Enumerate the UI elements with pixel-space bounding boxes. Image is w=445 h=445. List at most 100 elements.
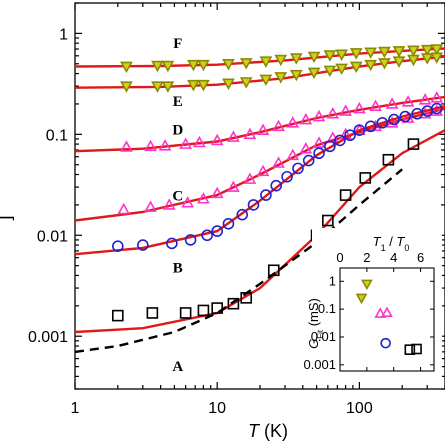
data-point-A bbox=[322, 214, 334, 227]
data-point-D bbox=[179, 137, 193, 149]
data-point-E bbox=[197, 79, 210, 92]
curve-label-C: C bbox=[172, 189, 183, 205]
inset-x-title-b: T bbox=[396, 234, 405, 249]
inset-x-title: T1 / T0 bbox=[373, 234, 410, 253]
data-point-F bbox=[197, 59, 210, 72]
inset-data-point bbox=[404, 344, 416, 355]
data-point-E bbox=[120, 81, 133, 93]
data-point-B bbox=[430, 102, 443, 115]
data-point-A bbox=[227, 297, 240, 310]
data-point-A bbox=[112, 309, 124, 322]
data-point-D bbox=[430, 91, 444, 103]
data-point-E bbox=[289, 69, 303, 82]
data-point-C bbox=[197, 192, 210, 204]
data-point-B bbox=[324, 140, 336, 153]
x-tick-label: 1 bbox=[71, 400, 80, 417]
inset-y-tick-label: 0.1 bbox=[318, 301, 336, 316]
data-point-D bbox=[339, 104, 352, 116]
inset-y-tick-label: 1 bbox=[329, 273, 336, 288]
data-point-F bbox=[407, 45, 420, 57]
data-point-D bbox=[353, 101, 366, 114]
data-point-B bbox=[334, 134, 346, 147]
x-axis-title-var: T bbox=[248, 421, 261, 441]
data-point-C bbox=[144, 200, 157, 212]
data-point-E bbox=[187, 79, 200, 92]
data-point-D bbox=[243, 127, 257, 140]
data-point-B bbox=[137, 239, 149, 251]
data-point-A bbox=[211, 302, 223, 314]
inset-y-tick-label: 0.01 bbox=[311, 329, 336, 344]
data-point-A bbox=[240, 292, 253, 304]
data-point-B bbox=[112, 240, 124, 252]
data-point-D bbox=[418, 93, 432, 105]
series-A bbox=[75, 129, 445, 354]
main-plot-area bbox=[75, 44, 445, 354]
fit-curve-B bbox=[75, 105, 445, 256]
data-point-E bbox=[161, 81, 175, 93]
inset-frame bbox=[339, 267, 435, 372]
data-point-E bbox=[323, 65, 337, 78]
data-point-E bbox=[407, 54, 420, 67]
data-point-E bbox=[420, 53, 434, 65]
x-axis-title: T (K) bbox=[248, 421, 288, 441]
inset-y-tick-label: 0.001 bbox=[303, 357, 336, 372]
data-point-B bbox=[184, 234, 197, 246]
inset-y-title: GFit (mS) bbox=[306, 298, 325, 349]
data-point-B bbox=[201, 229, 213, 242]
data-point-B bbox=[302, 154, 315, 167]
data-point-B bbox=[388, 113, 400, 126]
data-point-B bbox=[270, 179, 283, 192]
curve-label-F: F bbox=[173, 36, 182, 52]
data-point-F bbox=[430, 44, 444, 56]
data-point-C bbox=[210, 186, 224, 199]
data-point-D bbox=[401, 95, 415, 107]
inset-y-title-sub: Fit bbox=[316, 329, 325, 339]
data-point-C bbox=[286, 148, 300, 161]
curve-label-D: D bbox=[172, 122, 183, 138]
x-axis-title-unit: (K) bbox=[259, 421, 288, 441]
data-point-C bbox=[272, 156, 285, 168]
data-point-F bbox=[274, 54, 288, 67]
data-point-A bbox=[382, 153, 395, 166]
data-point-F bbox=[120, 61, 133, 74]
data-point-D bbox=[299, 112, 313, 125]
data-point-A bbox=[179, 307, 192, 319]
data-point-C bbox=[299, 142, 313, 154]
data-point-C bbox=[312, 136, 326, 148]
data-point-C bbox=[117, 202, 131, 215]
inset-data-point bbox=[411, 343, 422, 355]
data-point-A bbox=[146, 307, 159, 319]
inset-x-tick-label: 6 bbox=[417, 250, 424, 265]
data-point-D bbox=[227, 130, 240, 142]
data-point-B bbox=[353, 124, 366, 136]
data-point-A bbox=[197, 304, 210, 317]
inset-data-point bbox=[355, 293, 368, 305]
y-tick-label: 0.001 bbox=[28, 329, 68, 346]
data-point-F bbox=[187, 59, 200, 72]
data-point-E bbox=[222, 78, 235, 90]
data-point-D bbox=[120, 140, 133, 152]
data-point-E bbox=[349, 61, 363, 74]
data-point-F bbox=[239, 58, 253, 70]
data-point-D bbox=[385, 97, 399, 109]
series-E bbox=[75, 52, 445, 93]
data-point-B bbox=[260, 189, 272, 201]
data-point-D bbox=[193, 135, 206, 148]
data-point-E bbox=[259, 74, 273, 87]
inset-x-title-a: T bbox=[373, 234, 382, 249]
data-point-E bbox=[335, 63, 348, 76]
inset-data-point bbox=[380, 337, 391, 349]
curve-label-E: E bbox=[173, 94, 183, 110]
data-point-D bbox=[256, 123, 270, 135]
data-point-A bbox=[407, 138, 420, 150]
data-point-F bbox=[323, 50, 337, 62]
data-point-F bbox=[161, 60, 175, 73]
data-point-B bbox=[364, 120, 377, 133]
data-point-B bbox=[281, 170, 293, 183]
data-point-C bbox=[181, 196, 195, 208]
data-point-C bbox=[162, 198, 176, 210]
inset-x-title-sep: / bbox=[386, 234, 397, 249]
